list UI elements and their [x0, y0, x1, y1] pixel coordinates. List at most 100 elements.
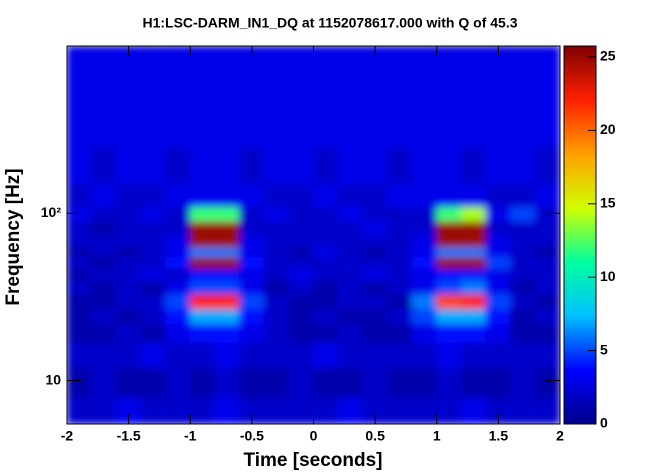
- heat-cell: [115, 220, 142, 235]
- heat-cell: [140, 322, 167, 343]
- heat-cell: [534, 366, 560, 398]
- heat-cell: [189, 46, 216, 148]
- heat-cell: [313, 183, 339, 207]
- heat-cell: [337, 322, 364, 343]
- heat-cell: [485, 341, 512, 368]
- heat-cell: [362, 256, 388, 269]
- heat-cell: [288, 220, 314, 235]
- heat-cell: [140, 256, 167, 269]
- heat-cell: [239, 205, 265, 222]
- heat-cell: [460, 220, 487, 235]
- heat-cell: [460, 146, 487, 185]
- x-tick-label: 2: [556, 428, 564, 444]
- heat-cell: [165, 246, 191, 258]
- heat-cell: [214, 307, 241, 324]
- heat-cell: [214, 279, 241, 295]
- heat-cell: [386, 233, 413, 248]
- heat-cell: [510, 293, 536, 309]
- heat-cell: [288, 279, 314, 295]
- heat-cell: [313, 293, 339, 309]
- heat-cell: [510, 256, 536, 269]
- chart-title: H1:LSC-DARM_IN1_DQ at 1152078617.000 wit…: [142, 15, 517, 31]
- heat-cell: [239, 233, 265, 248]
- heat-cell: [91, 46, 117, 148]
- heat-cell: [485, 205, 512, 222]
- heat-cell: [386, 307, 413, 324]
- heatmap: [67, 46, 560, 424]
- heat-cell: [67, 183, 93, 207]
- heat-cell: [67, 341, 93, 368]
- heat-cell: [510, 322, 536, 343]
- heat-cell: [115, 279, 142, 295]
- heat-cell: [214, 256, 241, 269]
- heat-cell: [510, 366, 536, 398]
- heat-cell: [337, 220, 364, 235]
- heat-cell: [460, 366, 487, 398]
- heat-cell: [263, 322, 290, 343]
- heat-cell: [362, 246, 388, 258]
- heat-cell: [534, 341, 560, 368]
- heat-cell: [263, 146, 290, 185]
- x-tick-label: 1: [433, 428, 441, 444]
- heat-cell: [510, 396, 536, 424]
- heat-cell: [115, 233, 142, 248]
- heat-cell: [362, 366, 388, 398]
- heat-cell: [485, 246, 512, 258]
- heat-cell: [91, 146, 117, 185]
- heat-cell: [214, 146, 241, 185]
- heat-cell: [534, 322, 560, 343]
- heat-cell: [386, 341, 413, 368]
- heat-cell: [91, 267, 117, 281]
- heat-cell: [165, 183, 191, 207]
- heat-cell: [460, 233, 487, 248]
- heat-cell: [313, 146, 339, 185]
- heat-cell: [534, 46, 560, 148]
- heat-cell: [510, 267, 536, 281]
- heat-cell: [337, 396, 364, 424]
- x-tick-label: -1.5: [117, 428, 141, 444]
- heat-cell: [436, 293, 462, 309]
- heat-cell: [436, 46, 462, 148]
- heat-cell: [189, 396, 216, 424]
- heat-cell: [411, 366, 438, 398]
- heat-cell: [115, 322, 142, 343]
- heat-cell: [337, 307, 364, 324]
- heat-cell: [411, 307, 438, 324]
- heat-cell: [411, 256, 438, 269]
- heat-cell: [189, 246, 216, 258]
- heat-cell: [510, 183, 536, 207]
- heat-cell: [411, 46, 438, 148]
- heat-cell: [165, 46, 191, 148]
- heat-cell: [239, 307, 265, 324]
- heat-cell: [189, 322, 216, 343]
- heat-cell: [337, 256, 364, 269]
- heat-cell: [263, 220, 290, 235]
- heat-cell: [67, 396, 93, 424]
- heat-cell: [510, 205, 536, 222]
- heat-cell: [140, 205, 167, 222]
- heat-cell: [115, 366, 142, 398]
- heat-cell: [386, 293, 413, 309]
- heat-cell: [115, 267, 142, 281]
- heat-cell: [239, 256, 265, 269]
- heat-cell: [534, 233, 560, 248]
- heat-cell: [189, 307, 216, 324]
- heat-cell: [288, 396, 314, 424]
- heat-cell: [485, 233, 512, 248]
- colorbar-tick-label: 15: [600, 195, 616, 211]
- heat-cell: [189, 341, 216, 368]
- heat-cell: [115, 341, 142, 368]
- x-tick-label: -0.5: [240, 428, 264, 444]
- heat-cell: [460, 246, 487, 258]
- heat-cell: [313, 322, 339, 343]
- colorbar: [563, 45, 597, 425]
- colorbar-tick-label: 25: [600, 48, 616, 64]
- heat-cell: [91, 307, 117, 324]
- heat-cell: [214, 46, 241, 148]
- heat-cell: [386, 256, 413, 269]
- heat-cell: [510, 233, 536, 248]
- heat-cell: [485, 322, 512, 343]
- heat-cell: [239, 46, 265, 148]
- heat-cell: [91, 256, 117, 269]
